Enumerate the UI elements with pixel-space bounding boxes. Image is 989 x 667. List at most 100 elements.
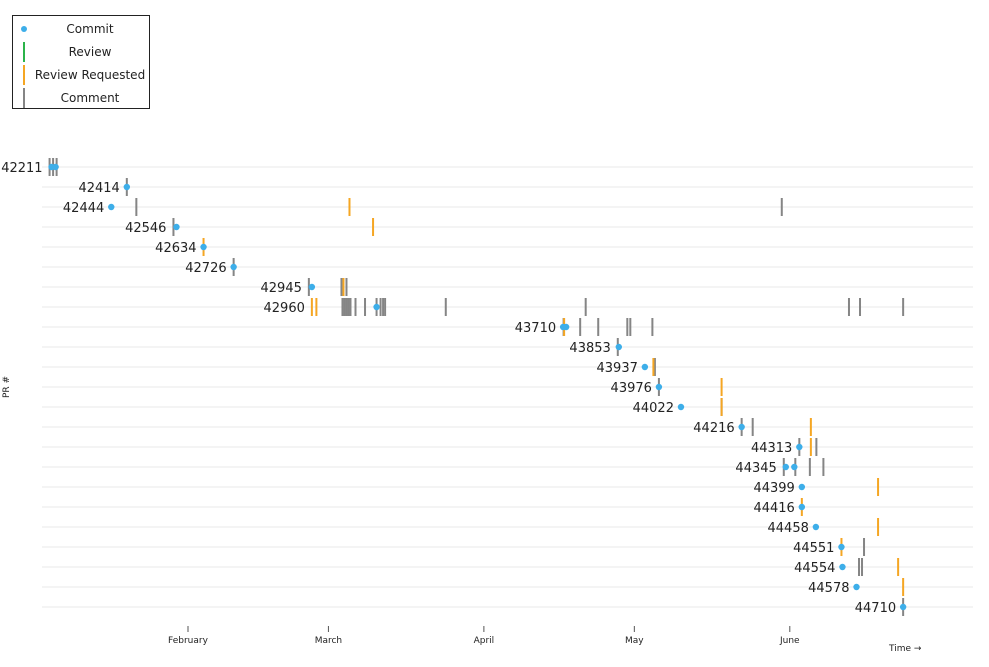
- review-requested-mark: [652, 358, 655, 376]
- pr-label: 44313: [751, 441, 792, 456]
- comment-mark: [902, 298, 905, 316]
- commit-mark: [738, 423, 745, 431]
- comment-mark: [653, 358, 656, 376]
- legend-label-comment: Comment: [60, 91, 120, 105]
- commit-mark: [52, 163, 59, 171]
- pr-label: 44710: [855, 601, 896, 616]
- commit-mark: [123, 183, 131, 191]
- commit-mark: [200, 243, 207, 251]
- pr-label: 44399: [753, 481, 794, 496]
- commit-mark: [641, 363, 649, 371]
- commit-mark: [798, 503, 806, 511]
- commit-dot-icon: [21, 26, 27, 32]
- pr-label: 43710: [515, 321, 556, 336]
- legend-item-commit: Commit: [13, 18, 151, 40]
- comment-mark: [861, 558, 864, 576]
- legend-item-comment: Comment: [13, 87, 151, 109]
- comment-mark: [629, 318, 632, 336]
- pr-label: 44578: [808, 581, 849, 596]
- pr-labels: 42211 42414 42444 42546 42634 42726 42945 42960…: [1, 161, 896, 616]
- commit-mark: [812, 523, 820, 531]
- commit-mark: [615, 343, 622, 351]
- comment-mark: [364, 298, 367, 316]
- pr-label: 44216: [693, 421, 734, 436]
- pr-label: 43937: [597, 361, 638, 376]
- review-requested-mark: [342, 278, 345, 296]
- legend: Commit Review Review Requested Comment: [12, 15, 150, 109]
- x-axis-title: Time →: [889, 644, 922, 654]
- pr-label: 43976: [611, 381, 652, 396]
- legend-label-commit: Commit: [66, 22, 114, 36]
- review-requested-mark: [877, 518, 880, 536]
- x-tick-label: April: [474, 636, 495, 646]
- comment-mark: [651, 318, 654, 336]
- review-requested-mark: [809, 418, 812, 436]
- commit-mark: [899, 603, 907, 611]
- comment-mark: [343, 298, 346, 316]
- pr-label: 44416: [753, 501, 794, 516]
- comment-mark: [349, 298, 352, 316]
- review-requested-mark: [809, 438, 812, 456]
- review-requested-mark: [720, 378, 723, 396]
- comment-mark: [379, 298, 382, 316]
- comment-mark: [135, 198, 138, 216]
- comment-mark: [780, 198, 783, 216]
- review-requested-mark: [902, 578, 905, 596]
- comment-mark: [444, 298, 447, 316]
- review-requested-mark: [897, 558, 900, 576]
- review-requested-mark: [372, 218, 375, 236]
- comment-mark: [751, 418, 754, 436]
- comment-mark: [863, 538, 866, 556]
- commit-mark: [798, 483, 806, 491]
- pr-label: 42414: [78, 181, 119, 196]
- commit-mark: [308, 283, 316, 291]
- comment-mark: [347, 298, 350, 316]
- legend-item-review: Review: [13, 41, 151, 63]
- pr-label: 42211: [1, 161, 42, 176]
- comment-mark: [859, 298, 862, 316]
- comment-mark: [822, 458, 825, 476]
- commit-mark: [562, 323, 570, 331]
- comment-mark: [382, 298, 385, 316]
- commit-mark: [655, 383, 663, 391]
- review-requested-mark: [720, 398, 723, 416]
- x-tick-label: February: [168, 636, 209, 646]
- comment-mark: [341, 298, 344, 316]
- pr-label: 44458: [768, 521, 809, 536]
- commit-mark: [373, 303, 380, 311]
- comment-mark: [847, 298, 850, 316]
- commit-mark: [796, 443, 803, 451]
- pr-label: 42726: [185, 261, 226, 276]
- pr-label: 42634: [155, 241, 196, 256]
- x-tick-label: May: [625, 636, 644, 646]
- comment-mark: [340, 278, 343, 296]
- pr-label: 44554: [794, 561, 835, 576]
- legend-label-review-requested: Review Requested: [34, 68, 146, 82]
- commit-mark: [791, 463, 798, 471]
- pr-label: 42945: [261, 281, 302, 296]
- comment-mark: [815, 438, 818, 456]
- review-requested-mark: [348, 198, 351, 216]
- legend-label-review: Review: [68, 45, 112, 59]
- comment-mark: [808, 458, 811, 476]
- review-requested-bar-icon: [23, 65, 25, 85]
- comment-mark: [597, 318, 600, 336]
- event-marks: [48, 158, 907, 616]
- pr-label: 44551: [793, 541, 834, 556]
- pr-label: 44345: [735, 461, 776, 476]
- pr-label: 43853: [569, 341, 610, 356]
- comment-mark: [584, 298, 587, 316]
- commit-mark: [173, 223, 180, 231]
- commit-mark: [677, 403, 685, 411]
- grid-lines: [42, 166, 973, 608]
- comment-mark: [579, 318, 582, 336]
- comment-mark: [626, 318, 629, 336]
- comment-mark: [345, 298, 348, 316]
- y-axis-title: PR #: [2, 375, 12, 399]
- commit-mark: [782, 463, 789, 471]
- review-requested-mark: [310, 298, 313, 316]
- comment-mark: [354, 298, 357, 316]
- review-requested-mark: [877, 478, 880, 496]
- review-requested-mark: [315, 298, 318, 316]
